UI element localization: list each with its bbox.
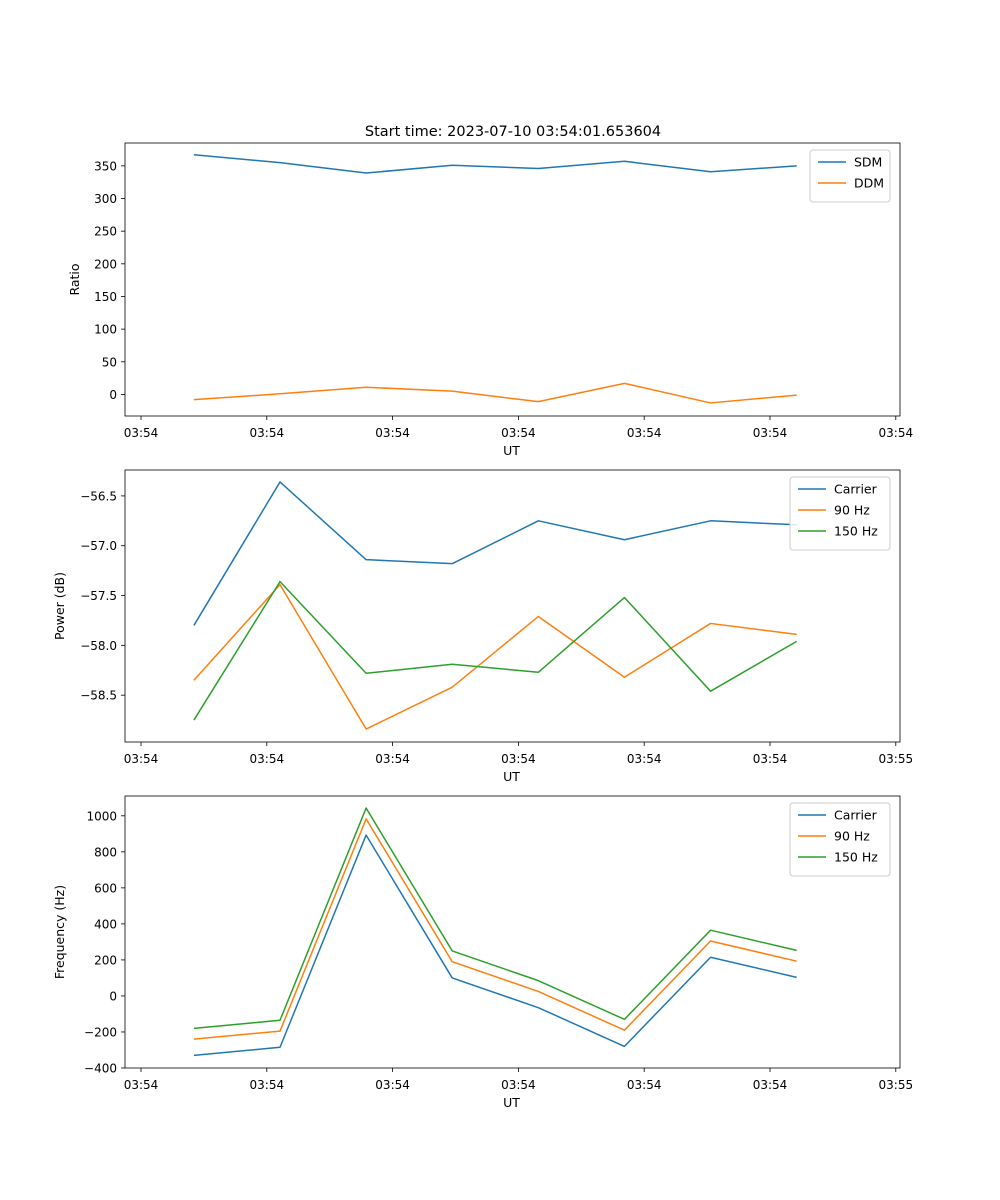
x-tick-label: 03:54 [501,426,536,440]
x-tick-label: 03:54 [501,1078,536,1092]
chart-panel-1: 03:5403:5403:5403:5403:5403:5403:5403:55… [67,142,914,458]
y-tick-label: 200 [94,257,117,271]
x-axis-label: UT [503,1095,520,1110]
y-tick-label: −200 [84,1025,117,1039]
y-tick-label: 350 [94,159,117,173]
x-tick-label: 03:54 [124,752,159,766]
legend: Carrier 90 Hz 150 Hz [789,476,891,551]
y-tick-label: 50 [102,355,117,369]
y-tick-label: 800 [94,845,117,859]
x-tick-label: 03:54 [753,426,788,440]
x-tick-label: 03:54 [124,426,159,440]
y-axis-label: Power (dB) [52,572,67,640]
legend: SDM DDM [809,149,891,203]
x-tick-label: 03:54 [250,1078,285,1092]
y-tick-label: 600 [94,881,117,895]
y-tick-label: −57.5 [80,589,117,603]
legend-label-150-hz: 150 Hz [834,524,878,539]
y-axis-label: Ratio [67,263,82,295]
x-axis-label: UT [503,769,520,784]
x-tick-label: 03:54 [375,1078,410,1092]
chart-title: Start time: 2023-07-10 03:54:01.653604 [365,124,661,140]
y-axis-label: Frequency (Hz) [52,885,67,979]
charts-container: 03:54 03:54 03:54 03:54 03:54 03:54 03:54 03:55… [52,142,914,1110]
y-tick-label: −58.0 [80,639,117,653]
y-tick-label: −400 [84,1062,117,1076]
series-line-90-hz [193,583,797,730]
x-tick-label: 03:54 [124,1078,159,1092]
legend-label-90-hz: 90 Hz [834,829,870,844]
x-tick-label: 03:55 [879,1078,914,1092]
x-tick-label: 03:54 [250,752,285,766]
legend-label-90-hz: 90 Hz [834,503,870,518]
y-tick-label: −58.5 [80,689,117,703]
legend: Carrier 90 Hz 150 Hz [789,802,891,877]
y-tick-label: 0 [109,989,117,1003]
x-tick-label: 03:54 [627,1078,662,1092]
x-tick-label: 03:54 [250,426,285,440]
x-tick-label: 03:54 [753,752,788,766]
series-line-ddm [193,382,797,404]
legend-label-carrier: Carrier [834,482,878,497]
x-tick-label: 03:55 [879,752,914,766]
series-line-carrier [193,481,797,626]
plot-frame [124,142,901,417]
series-line-150-hz [193,580,798,721]
chart-panel-2: 03:54 03:54 03:54 03:54 03:54 03:54 03:55 −58.5… [52,469,914,784]
y-tick-label: 0 [109,388,117,402]
legend-label-sdm: SDM [854,155,882,170]
x-tick-label: 03:54 [627,752,662,766]
legend-label-ddm: DDM [854,176,884,191]
x-tick-label: 03:54 [879,426,914,440]
y-tick-label: −56.5 [80,489,117,503]
series-line-carrier [193,834,797,1057]
x-tick-label: 03:54 [375,426,410,440]
x-tick-label: 03:54 [375,752,410,766]
y-tick-label: 250 [94,225,117,239]
x-tick-label: 03:54 [501,752,536,766]
y-tick-label: 400 [94,917,117,931]
legend-box [809,149,891,203]
y-tick-label: 100 [94,323,117,337]
x-tick-label: 03:54 [627,426,662,440]
plot-frame [124,795,901,1069]
series-line-90-hz [193,818,797,1040]
x-tick-label: 03:54 [753,1078,788,1092]
plot-frame [124,469,901,743]
chart-panel-3: 03:54 03:54 03:54 03:54 03:54 03:54 03:55 −400 −… [52,795,914,1110]
x-axis-label: UT [503,443,520,458]
legend-label-150-hz: 150 Hz [834,850,878,865]
y-tick-label: 1000 [86,809,117,823]
series-line-150-hz [193,807,797,1030]
y-tick-label: 300 [94,192,117,206]
y-tick-label: −57.0 [80,539,117,553]
legend-label-carrier: Carrier [834,808,878,823]
y-tick-label: 150 [94,290,117,304]
series-line-sdm [193,154,797,174]
y-tick-label: 200 [94,953,117,967]
